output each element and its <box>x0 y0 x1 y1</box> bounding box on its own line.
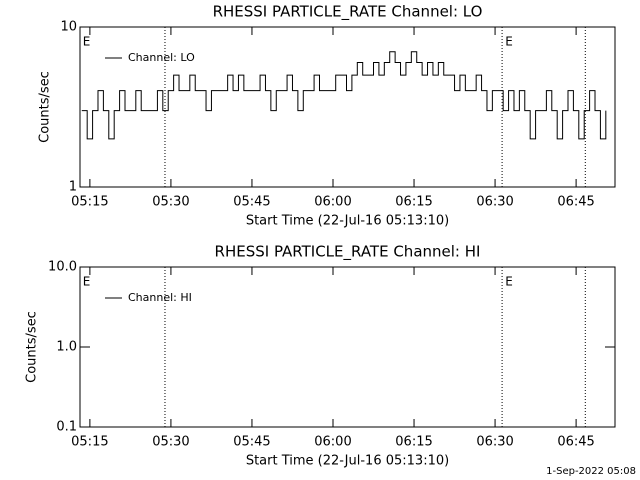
x-axis-label: Start Time (22-Jul-16 05:13:10) <box>246 454 449 469</box>
data-line <box>81 51 607 140</box>
x-tick-label: 06:15 <box>395 435 432 450</box>
legend-label: Channel: HI <box>128 291 192 304</box>
y-tick-label: 1 <box>69 180 77 195</box>
y-axis-label: Counts/sec <box>38 71 53 143</box>
x-tick-label: 05:45 <box>233 195 270 210</box>
x-tick-label: 06:30 <box>476 195 513 210</box>
annotation: E <box>83 35 91 49</box>
x-tick-label: 06:15 <box>395 195 432 210</box>
plot-frame <box>79 26 616 188</box>
x-tick-label: 06:45 <box>557 195 594 210</box>
y-tick-label: 10 <box>60 20 77 35</box>
x-tick-label: 06:45 <box>557 435 594 450</box>
x-tick-label: 05:30 <box>152 195 189 210</box>
x-tick-label: 06:30 <box>476 435 513 450</box>
x-tick-label: 06:00 <box>314 435 351 450</box>
annotation: E <box>83 275 91 289</box>
y-axis-label: Counts/sec <box>25 311 40 383</box>
y-tick-label: 10.0 <box>48 260 77 275</box>
footer: 1-Sep-2022 05:08 <box>546 466 636 477</box>
x-tick-label: 05:15 <box>71 435 108 450</box>
annotation: E <box>505 275 513 289</box>
chart-title: RHESSI PARTICLE_RATE Channel: LO <box>213 3 483 22</box>
x-tick-label: 05:15 <box>71 195 108 210</box>
annotation: E <box>505 35 513 49</box>
y-tick-label: 0.1 <box>56 420 77 435</box>
x-tick-label: 05:30 <box>152 435 189 450</box>
chart-title: RHESSI PARTICLE_RATE Channel: HI <box>215 243 481 262</box>
x-axis-label: Start Time (22-Jul-16 05:13:10) <box>246 214 449 229</box>
y-tick-label: 1.0 <box>56 340 77 355</box>
x-tick-label: 06:00 <box>314 195 351 210</box>
x-tick-label: 05:45 <box>233 435 270 450</box>
legend-label: Channel: LO <box>128 51 195 64</box>
